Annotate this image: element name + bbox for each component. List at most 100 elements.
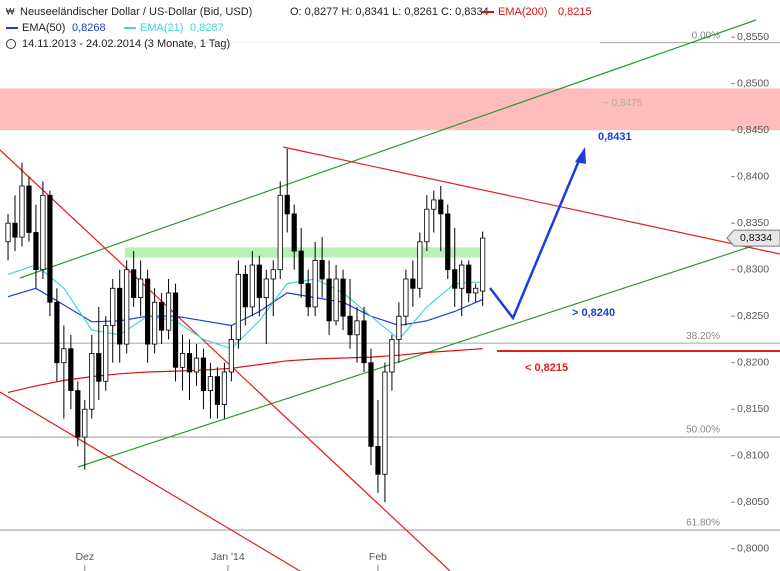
forecast-arrow: [489, 157, 582, 321]
ohlc-text: O: 0,8277 H: 0,8341 L: 0,8261 C: 0,8334: [290, 6, 489, 18]
y-tick-label: 0,8350: [737, 217, 769, 229]
candle-body: [138, 278, 144, 298]
candle-body: [466, 264, 472, 294]
candle-body: [214, 376, 221, 405]
candle-body: [312, 259, 318, 308]
legend-value: 0,8215: [558, 6, 592, 18]
candle-body: [186, 352, 193, 373]
candle-body: [152, 301, 158, 345]
candle-body: [256, 264, 262, 298]
candle-body: [298, 250, 304, 285]
fib-label: 61.80%: [686, 518, 720, 529]
candle-body: [235, 273, 241, 340]
y-tick-label: 0,8500: [737, 77, 769, 89]
y-tick-label: 0,8450: [737, 124, 769, 136]
candle-body: [33, 232, 39, 271]
candle-body: [368, 362, 374, 447]
candle-body: [291, 213, 297, 252]
candle-body: [89, 352, 95, 410]
downtrend-line: [0, 149, 451, 571]
candle-body: [158, 301, 165, 331]
candle-body: [5, 222, 11, 243]
candle-body: [277, 194, 283, 271]
y-tick-label: 0,8100: [737, 449, 769, 461]
candle-body: [19, 185, 25, 238]
arrow-head: [575, 147, 586, 164]
candle-body: [417, 241, 423, 289]
data-layer: 0,8334: [5, 148, 780, 503]
x-tick-label: Feb: [369, 551, 387, 563]
candle-body: [480, 237, 486, 292]
candle-body: [382, 371, 388, 475]
candle-body: [333, 278, 339, 322]
candle-body: [354, 320, 360, 336]
y-tick-label: 0,8250: [737, 310, 769, 322]
candle-body: [221, 371, 228, 405]
candle-body: [200, 357, 207, 391]
period-text: 14.11.2013 - 24.02.2014 (3 Monate, 1 Tag…: [22, 38, 230, 50]
candle-body: [124, 269, 130, 345]
candle-body: [319, 259, 325, 280]
y-tick-label: 0,8200: [737, 356, 769, 368]
candle-body: [270, 269, 276, 280]
candle-body: [452, 269, 458, 289]
header: ₩ Neuseeländischer Dollar / US-Dollar (B…: [0, 0, 600, 52]
drawn-lines: [0, 19, 780, 571]
legend-label: EMA(21): [140, 22, 183, 34]
legend-value: 0,8287: [190, 22, 224, 34]
candle-body: [438, 199, 444, 215]
candle-body: [396, 315, 402, 340]
candle-body: [54, 301, 60, 364]
level-label: < 0,8215: [525, 362, 568, 374]
candle-body: [82, 408, 88, 438]
candle-body: [249, 264, 255, 308]
downtrend-line: [0, 391, 301, 571]
candle-body: [75, 390, 81, 438]
channel-upper: [19, 19, 757, 279]
candle-body: [165, 292, 172, 331]
ema-line: [7, 348, 483, 393]
candle-body: [403, 278, 409, 317]
chart-icon: ₩: [6, 6, 15, 16]
candle-body: [145, 278, 151, 345]
target-label: 0,8431: [598, 131, 632, 143]
candle-body: [326, 278, 332, 322]
candle-body: [361, 320, 367, 364]
legend-value: 0,8268: [72, 22, 106, 34]
candle-body: [207, 376, 214, 391]
zone-label: ~ 0,8475: [603, 98, 643, 109]
last-price-label: 0,8334: [740, 232, 772, 244]
chart-title: Neuseeländischer Dollar / US-Dollar (Bid…: [20, 6, 252, 18]
legend-label: EMA(50): [22, 22, 65, 34]
y-tick-label: 0,8000: [737, 542, 769, 554]
candle-body: [131, 269, 137, 298]
fib-label: 38.20%: [686, 331, 720, 342]
fib-label: 50.00%: [686, 425, 720, 436]
resistance-zone: [0, 88, 780, 131]
candle-body: [389, 339, 395, 373]
y-tick-label: 0,8050: [737, 496, 769, 508]
candle-body: [61, 348, 67, 364]
candle-body: [26, 185, 32, 233]
header-bg: [0, 0, 600, 52]
candle-body: [242, 273, 248, 308]
candle-body: [263, 278, 269, 298]
candle-body: [445, 213, 451, 271]
candle-body: [47, 194, 53, 303]
candle-body: [68, 348, 74, 391]
support-label: > 0,8240: [572, 307, 615, 319]
background-layer: ~ 0,8475 0.00% 38.20% 50.00% 61.80% 0,8000 0,8…: [0, 30, 780, 571]
y-tick-label: 0,8550: [737, 31, 769, 43]
candle-body: [110, 287, 116, 326]
x-tick-label: Dez: [75, 551, 94, 563]
candle-body: [228, 339, 234, 373]
y-tick-label: 0,8300: [737, 263, 769, 275]
candle-body: [284, 194, 290, 215]
candle-body: [473, 287, 479, 294]
candle-body: [172, 292, 179, 368]
clock-icon: [6, 39, 16, 49]
candle-body: [96, 352, 102, 382]
candle-body: [375, 445, 381, 475]
candle-body: [40, 194, 46, 271]
